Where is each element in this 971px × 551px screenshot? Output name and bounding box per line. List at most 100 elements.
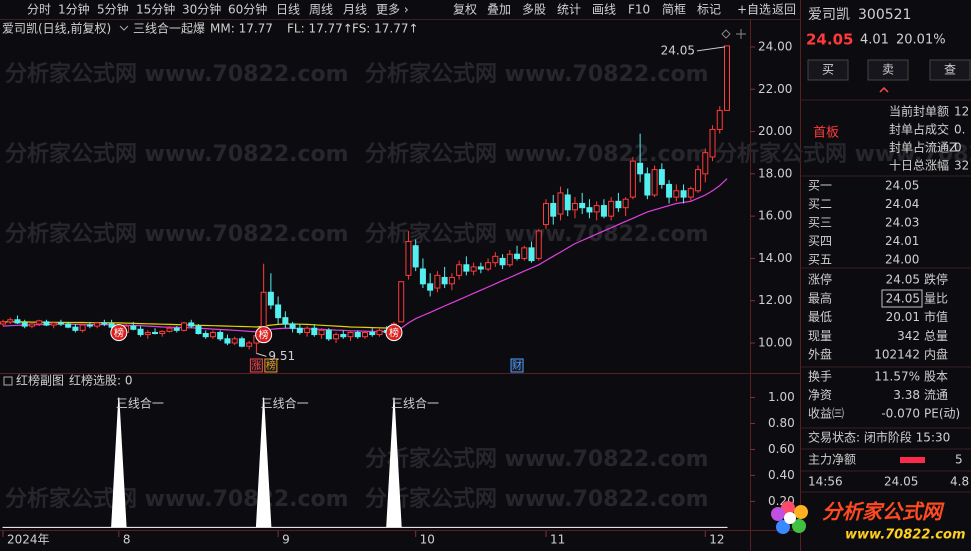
period-tab[interactable]: 5分钟 — [97, 2, 129, 17]
event-marker — [510, 358, 524, 373]
tool-button[interactable]: F10 — [628, 3, 650, 17]
stat-value: 102142 — [874, 348, 920, 362]
event-marker — [249, 358, 263, 373]
candle-body — [724, 45, 730, 111]
y-tick-label: 18.00 — [758, 166, 792, 180]
candle-body — [181, 322, 187, 331]
stat-value: 342 — [897, 329, 920, 343]
watermark: 分析家公式网 www.70822.com — [715, 141, 971, 167]
tool-button[interactable]: 标记 — [697, 3, 721, 17]
period-tab[interactable]: 60分钟 — [228, 2, 267, 17]
x-tick-label: 9 — [282, 533, 290, 547]
period-tab[interactable]: 日线 — [276, 3, 300, 17]
tool-button[interactable]: 简框 — [662, 3, 686, 17]
tool-button[interactable]: 复权 — [453, 3, 477, 17]
stat-value: 11.57% — [874, 370, 920, 384]
candle-body — [571, 202, 578, 211]
candle-body — [231, 338, 238, 344]
tool-button[interactable]: 统计 — [557, 3, 581, 17]
candle-body — [535, 230, 542, 259]
stock-name: 爱司凯 — [808, 7, 850, 23]
stat-label: 内盘 — [924, 347, 948, 362]
candle-body — [86, 324, 93, 327]
indicator-readout: FL: 17.77↑ — [287, 22, 353, 36]
event-marker-label: 涨 — [251, 360, 261, 372]
candle-body — [629, 160, 636, 198]
plus-icon[interactable] — [736, 29, 746, 39]
trade-button[interactable] — [929, 59, 971, 81]
candle-body — [528, 247, 535, 262]
candle-body — [687, 188, 694, 198]
tick-price: 24.05 — [884, 475, 918, 489]
candle-body — [477, 266, 484, 270]
period-tab[interactable]: 更多 › — [376, 3, 409, 17]
candle-body — [615, 200, 622, 209]
period-tab[interactable]: 月线 — [343, 3, 367, 17]
period-tab[interactable]: 15分钟 — [136, 2, 175, 17]
book-price: 24.04 — [885, 197, 919, 211]
indicator-readout: FS: 17.77↑ — [352, 22, 419, 36]
stat-label: 市值 — [924, 309, 948, 324]
badge-label: 榜 — [259, 329, 269, 342]
change-pct: 20.01% — [896, 33, 946, 48]
candle-body — [152, 331, 159, 335]
y-tick-label: 24.00 — [758, 39, 792, 53]
period-tab[interactable]: 周线 — [309, 3, 333, 17]
signal-label: 三线合一 — [261, 396, 309, 411]
period-tab[interactable]: 30分钟 — [182, 2, 221, 17]
candle-body — [304, 327, 311, 333]
stat-label: 涨停 — [808, 272, 832, 287]
trade-button[interactable] — [867, 59, 909, 81]
candle-body — [65, 323, 72, 328]
pane-icon — [3, 376, 13, 386]
candle-body — [289, 323, 296, 329]
watermark: 分析家公式网 www.70822.com — [365, 61, 709, 87]
candle-body — [354, 331, 361, 338]
candle-body — [680, 190, 687, 198]
diamond-icon[interactable] — [721, 29, 731, 39]
tool-button[interactable]: 叠加 — [487, 3, 511, 17]
candle-body — [463, 264, 470, 272]
trade-button-label[interactable]: 买 — [822, 63, 834, 77]
tool-button[interactable]: 画线 — [592, 3, 616, 17]
collapse-icon[interactable] — [879, 86, 889, 93]
watermark: 分析家公式网 www.70822.com — [5, 141, 349, 167]
x-tick-label: 2024年 — [7, 533, 50, 547]
trade-status: 交易状态: 闭市阶段 15:30 — [808, 430, 950, 445]
candle-body — [658, 169, 665, 185]
badge-label: 榜 — [114, 327, 124, 340]
stat-label: PE(动) — [924, 407, 960, 421]
candle-body — [79, 324, 86, 331]
candle-body — [456, 264, 463, 276]
logo-url: www.70822.com — [845, 528, 966, 543]
seal-value: 0 — [954, 141, 962, 155]
stat-value: 24.05 — [886, 291, 920, 305]
candle-body — [325, 329, 332, 340]
candle-body — [173, 327, 180, 331]
trade-button-label[interactable]: 查 — [944, 63, 956, 77]
watermark: 分析家公式网 www.70822.com — [365, 446, 709, 472]
trade-button[interactable] — [807, 59, 849, 81]
candle-body — [36, 320, 43, 325]
trade-button-label[interactable]: 卖 — [882, 63, 894, 77]
candle-body — [137, 328, 144, 336]
candle-body — [238, 338, 245, 347]
candle-body — [651, 169, 658, 196]
candle-body — [144, 331, 151, 336]
seal-value: 32 — [954, 159, 969, 173]
period-tab[interactable]: 分时 — [27, 3, 51, 17]
period-tab[interactable]: 1分钟 — [58, 2, 90, 17]
board-tag: 首板 — [813, 126, 839, 141]
tick-change: 4.8 — [950, 475, 969, 489]
tool-button[interactable]: 多股 — [522, 3, 546, 17]
tool-button[interactable]: 返回 — [772, 3, 796, 17]
tick-time: 14:56 — [808, 475, 843, 489]
candle-body — [398, 281, 405, 323]
stat-label: 最高 — [808, 290, 832, 305]
tool-button[interactable]: +自选 — [737, 3, 771, 17]
candle-body — [427, 283, 434, 291]
watermark: 分析家公式网 www.70822.com — [5, 486, 349, 512]
